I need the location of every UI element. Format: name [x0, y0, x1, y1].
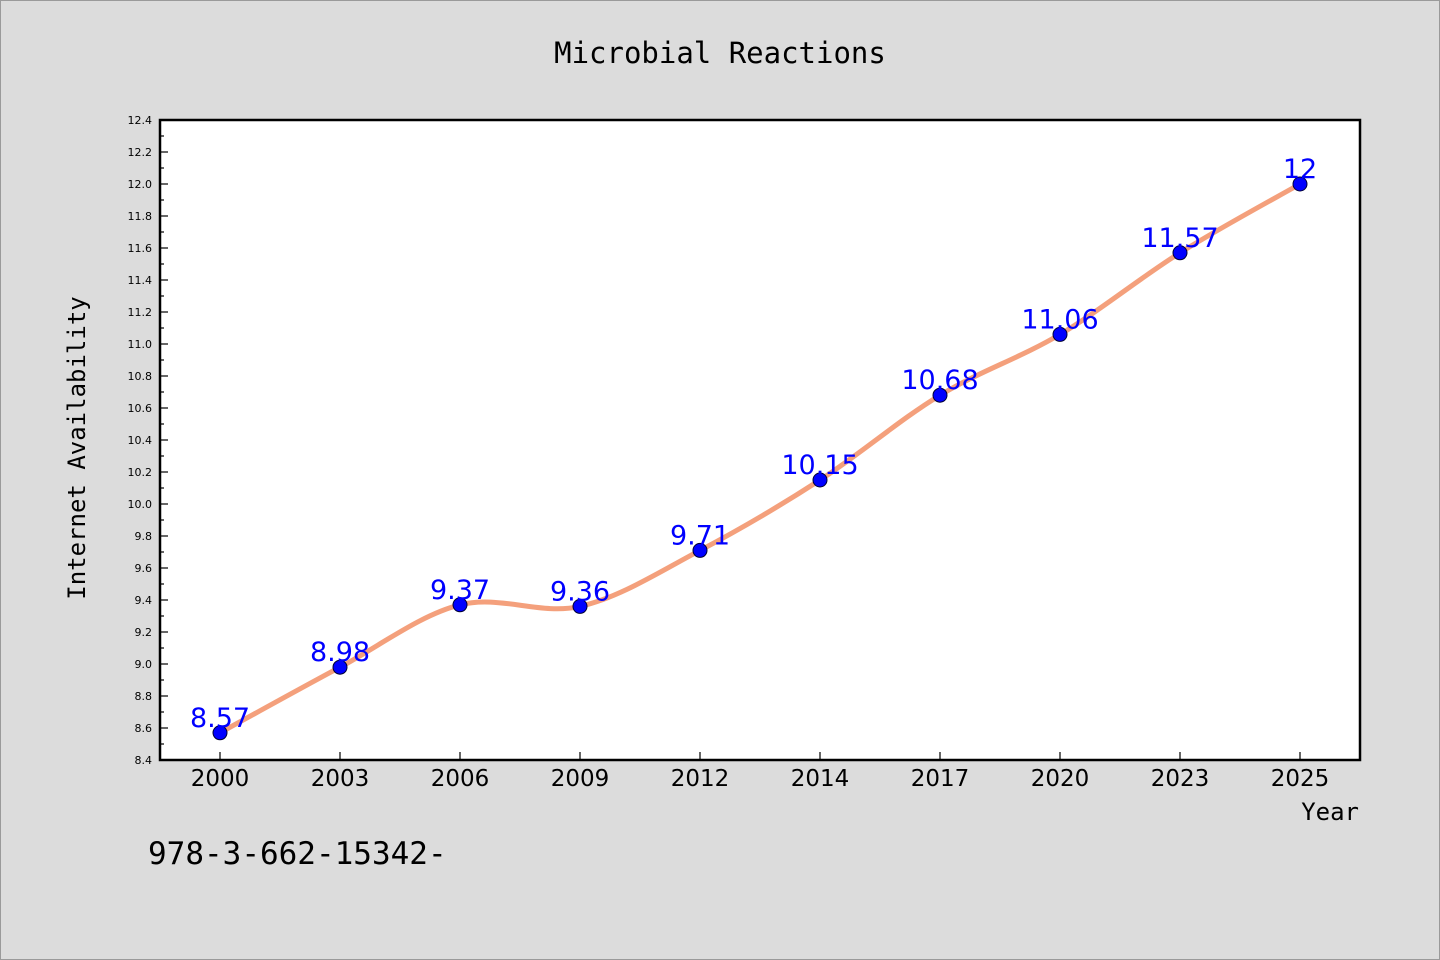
y-tick-label: 11.4	[128, 274, 153, 287]
data-point	[692, 542, 708, 558]
y-tick-label: 12.4	[128, 114, 153, 127]
y-tick-label: 9.2	[135, 626, 153, 639]
data-label: 10.15	[781, 450, 858, 481]
x-tick-label: 2020	[1031, 766, 1090, 792]
x-tick-label: 2000	[191, 766, 250, 792]
y-tick-label: 9.6	[135, 562, 153, 575]
x-tick-label: 2025	[1271, 766, 1330, 792]
y-tick-label: 10.0	[128, 498, 153, 511]
y-tick-label: 9.4	[135, 594, 153, 607]
x-tick-label: 2012	[671, 766, 730, 792]
data-point	[212, 725, 228, 741]
x-tick-label: 2006	[431, 766, 490, 792]
y-tick-label: 10.2	[128, 466, 153, 479]
data-point	[1292, 176, 1308, 192]
x-axis-label: Year	[1301, 798, 1359, 826]
x-tick-label: 2023	[1151, 766, 1210, 792]
y-tick-label: 8.6	[135, 722, 153, 735]
data-label: 9.36	[550, 576, 610, 607]
data-label: 9.71	[670, 520, 730, 551]
data-point	[452, 597, 468, 613]
x-tick-label: 2009	[551, 766, 610, 792]
chart-title: Microbial Reactions	[554, 36, 886, 70]
y-tick-label: 11.0	[128, 338, 153, 351]
y-tick-label: 9.0	[135, 658, 153, 671]
x-tick-label: 2014	[791, 766, 850, 792]
y-tick-label: 12.0	[128, 178, 153, 191]
series-layer: 8.57 8.98 9.37 9.36 9.71 10.15 10.68 11.06 11.57…	[190, 154, 1317, 741]
y-tick-label: 11.6	[128, 242, 153, 255]
data-point	[1172, 245, 1188, 261]
x-tick-label: 2017	[911, 766, 970, 792]
data-point	[812, 472, 828, 488]
y-tick-label: 8.4	[135, 754, 153, 767]
x-axis: 2000 2003 2006 2009 2012 2014 2017 2020 2023 2025	[191, 752, 1330, 792]
y-axis: 8.4 8.6 8.8 9.0 9.2 9.4 9.6 9.8 10.0 10.2 10.4 10.6…	[128, 114, 168, 767]
data-point	[1052, 326, 1068, 342]
data-label: 9.37	[430, 575, 490, 606]
data-label: 11.06	[1021, 304, 1098, 335]
isbn-annotation: 978-3-662-15342-	[148, 836, 447, 872]
y-tick-label: 9.8	[135, 530, 153, 543]
x-tick-label: 2003	[311, 766, 370, 792]
data-point	[932, 387, 948, 403]
data-label: 12	[1283, 154, 1317, 185]
y-tick-label: 11.2	[128, 306, 153, 319]
y-tick-label: 8.8	[135, 690, 153, 703]
data-label: 8.57	[190, 703, 250, 734]
y-tick-label: 10.6	[128, 402, 153, 415]
data-label: 11.57	[1141, 223, 1218, 254]
data-label: 10.68	[901, 365, 978, 396]
data-label: 8.98	[310, 637, 370, 668]
y-tick-label: 10.8	[128, 370, 153, 383]
data-point	[572, 598, 588, 614]
y-axis-label: Internet Availability	[63, 296, 91, 599]
data-point	[332, 659, 348, 675]
y-tick-label: 12.2	[128, 146, 153, 159]
series-line	[217, 181, 1303, 736]
y-tick-label: 10.4	[128, 434, 153, 447]
y-tick-label: 11.8	[128, 210, 153, 223]
